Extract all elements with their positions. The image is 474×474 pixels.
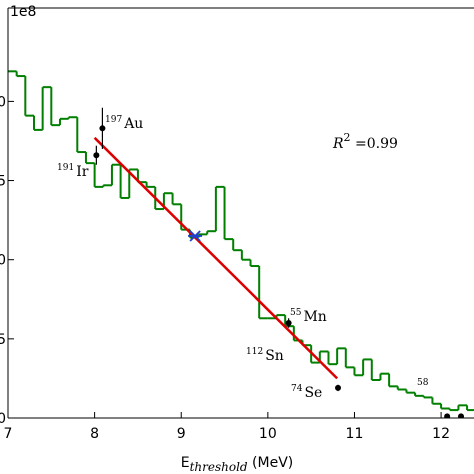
point-label: 112 Sn — [246, 347, 284, 364]
plot-area — [8, 70, 474, 418]
annotation-base: R — [332, 136, 344, 152]
annotation-rest: =0.99 — [351, 136, 398, 152]
y-tick-label: 0.0 — [0, 411, 6, 427]
center-star — [188, 230, 203, 242]
x-tick-label: 11 — [346, 426, 364, 442]
annotation-sup: 2 — [344, 131, 351, 144]
data-point — [285, 320, 292, 327]
data-point — [335, 384, 342, 391]
x-tick-label: 7 — [4, 426, 13, 442]
annotation: R2 =0.99 — [332, 131, 398, 152]
point-label: 191 Ir — [57, 163, 89, 180]
offset-label: 1e8 — [10, 4, 36, 20]
x-tick-label: 9 — [177, 426, 186, 442]
data-point — [444, 413, 451, 418]
point-label-mass: 197 — [105, 115, 122, 125]
point-label-mass: 191 — [57, 163, 74, 173]
x-tick-label: 12 — [432, 426, 450, 442]
point-label-mass: 74 — [291, 384, 303, 394]
x-label-main: E — [181, 455, 190, 471]
point-label-element: Mn — [303, 309, 326, 325]
data-point — [99, 125, 106, 132]
x-tick-label: 8 — [90, 426, 99, 442]
point-label: 197 Au — [105, 115, 143, 132]
point-label-mass: 55 — [290, 308, 302, 318]
point-label-element: Au — [123, 116, 143, 132]
point-label-element: Se — [304, 385, 322, 401]
point-label: 74 Se — [291, 384, 322, 401]
data-point — [93, 152, 100, 159]
x-tick-label: 10 — [259, 426, 277, 442]
y-tick-label: 1.0 — [0, 253, 6, 269]
point-label: 55 Mn — [290, 308, 327, 325]
point-label-element: Sn — [265, 348, 284, 364]
y-tick-label: 2.0 — [0, 94, 6, 110]
x-label-sub: threshold — [190, 460, 248, 474]
point-label-mass: 112 — [246, 347, 263, 357]
data-point — [458, 413, 465, 418]
point-label: 58 — [417, 378, 429, 388]
y-tick-label: 1.5 — [0, 174, 6, 190]
point-label-mass: 58 — [417, 378, 429, 388]
y-tick-label: 0.5 — [0, 332, 6, 348]
point-label-element: Ir — [76, 164, 89, 180]
x-axis-label: Ethreshold (MeV) — [181, 455, 294, 474]
fit-line — [93, 136, 339, 380]
x-label-unit: (MeV) — [248, 455, 294, 471]
